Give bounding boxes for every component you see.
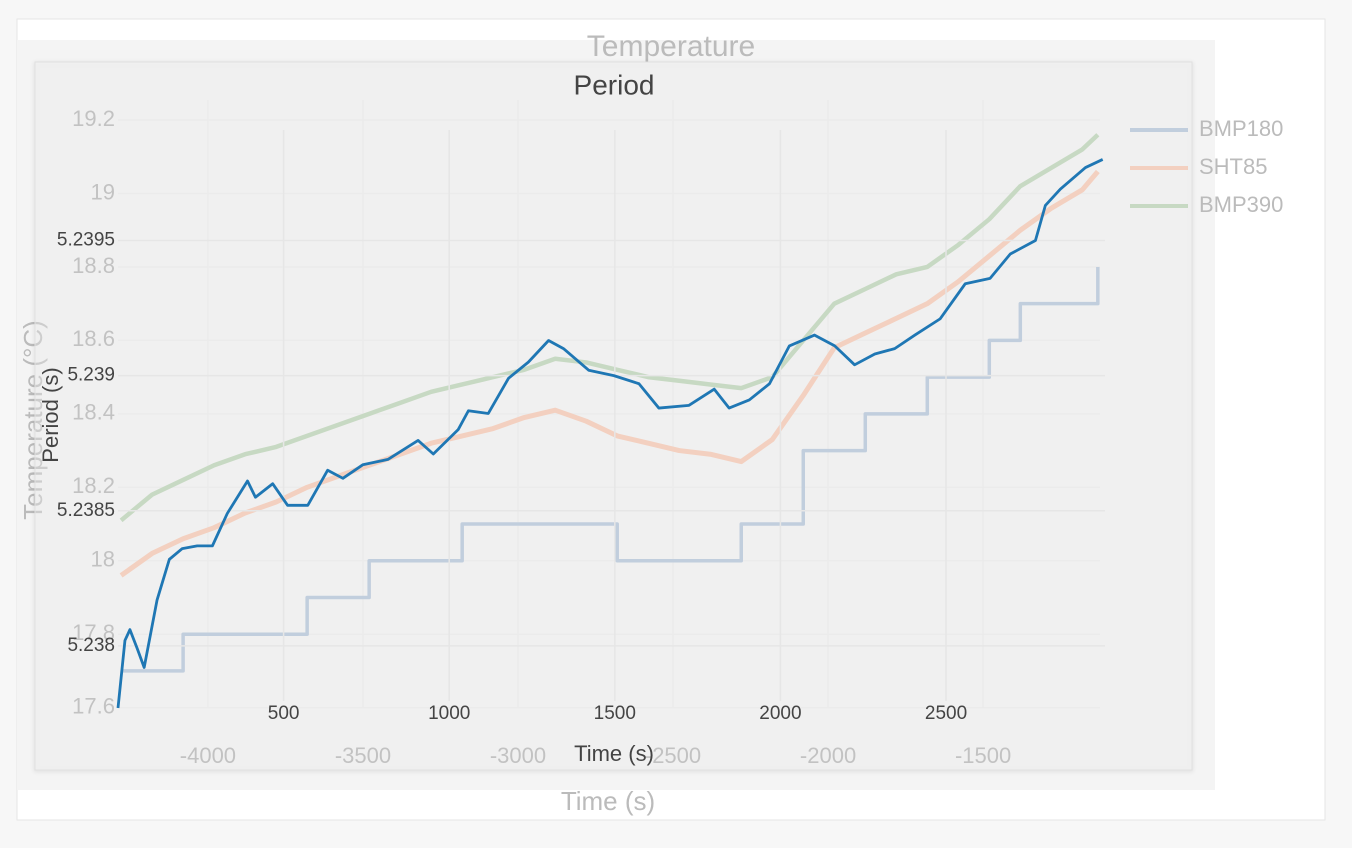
y-tick-label: 5.238 bbox=[67, 635, 115, 656]
x-tick-label: -2000 bbox=[800, 743, 856, 768]
chart-title: Period bbox=[574, 69, 655, 100]
y-tick-label: 17.8 bbox=[72, 620, 115, 645]
y-tick-label: 17.6 bbox=[72, 693, 115, 718]
y-tick-label: 18.8 bbox=[72, 253, 115, 278]
x-tick-label: 500 bbox=[268, 703, 300, 724]
x-tick-label: -3000 bbox=[490, 743, 546, 768]
series-line bbox=[119, 133, 1100, 523]
x-tick-label: -4000 bbox=[180, 743, 236, 768]
temperature-chart: Temperature Time (s) Temperature (°C) 17.6 1… bbox=[18, 30, 1284, 816]
x-axis-title: Time (s) bbox=[561, 786, 655, 816]
temperature-background bbox=[17, 40, 1215, 790]
series-line bbox=[119, 169, 1100, 578]
x-tick-label: -3500 bbox=[335, 743, 391, 768]
legend-label: BMP390 bbox=[1199, 192, 1283, 217]
x-tick-label: 1000 bbox=[428, 703, 470, 724]
y-tick-label: 18 bbox=[91, 547, 115, 572]
period-chart: Period Time (s) Period (s) 5.238 5.2385 5.239… bbox=[38, 69, 1105, 766]
x-tick-label: -1500 bbox=[955, 743, 1011, 768]
y-tick-label: 19 bbox=[91, 179, 115, 204]
chart-title: Temperature bbox=[587, 30, 755, 63]
y-tick-label: 5.239 bbox=[67, 365, 115, 386]
y-tick-label: 18.4 bbox=[72, 400, 115, 425]
period-panel bbox=[34, 61, 1193, 771]
x-axis-title: Time (s) bbox=[574, 741, 654, 766]
x-tick-label: 1500 bbox=[594, 703, 636, 724]
y-axis-title: Temperature (°C) bbox=[18, 320, 48, 520]
y-tick-label: 5.2385 bbox=[57, 500, 115, 521]
y-tick-label: 18.2 bbox=[72, 473, 115, 498]
series-line bbox=[121, 266, 1100, 673]
y-tick-label: 19.2 bbox=[72, 106, 115, 131]
y-axis-title: Period (s) bbox=[38, 367, 63, 462]
x-tick-label: 2000 bbox=[759, 703, 801, 724]
legend-label: BMP180 bbox=[1199, 116, 1283, 141]
x-tick-label: -2500 bbox=[645, 743, 701, 768]
legend-label: SHT85 bbox=[1199, 154, 1267, 179]
y-tick-label: 5.2395 bbox=[57, 230, 115, 251]
y-tick-label: 18.6 bbox=[72, 326, 115, 351]
series-line bbox=[116, 158, 1104, 709]
x-tick-label: 2500 bbox=[925, 703, 967, 724]
